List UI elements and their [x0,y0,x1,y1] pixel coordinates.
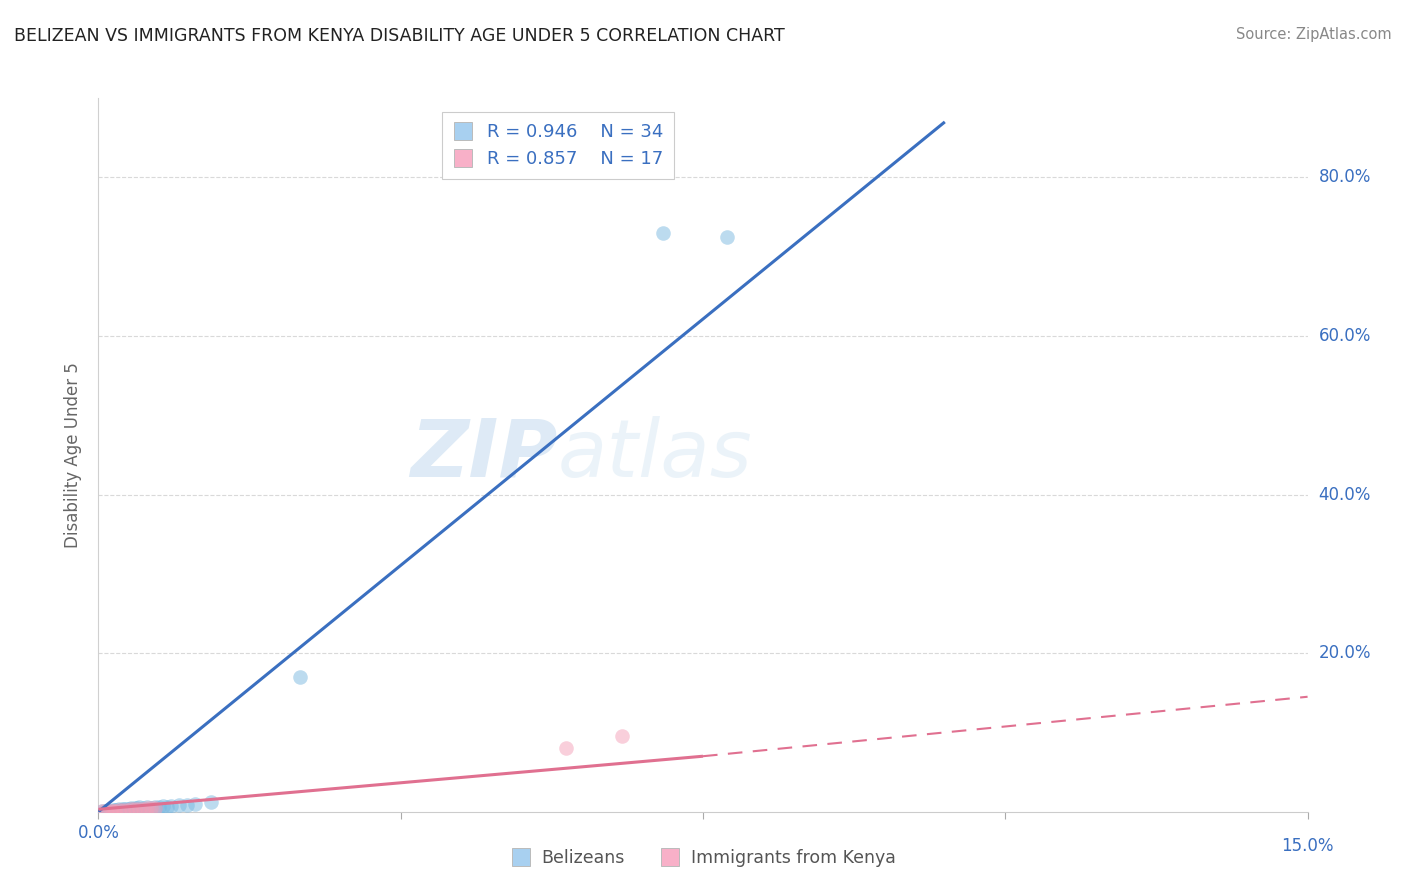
Text: BELIZEAN VS IMMIGRANTS FROM KENYA DISABILITY AGE UNDER 5 CORRELATION CHART: BELIZEAN VS IMMIGRANTS FROM KENYA DISABI… [14,27,785,45]
Point [101,804,124,818]
Point [132,801,155,815]
Point [127,801,149,815]
Legend: Belizeans, Immigrants from Kenya: Belizeans, Immigrants from Kenya [503,843,903,874]
Point [111,802,134,816]
Point [100,804,122,818]
Point [184,797,207,811]
Point [139,801,162,815]
Point [107,802,129,816]
Point [135,800,157,814]
Point [160,798,183,813]
Point [124,802,146,816]
Point [94,805,117,819]
Point [103,803,125,817]
Point [110,803,132,817]
Point [118,802,141,816]
Text: atlas: atlas [558,416,752,494]
Point [152,799,174,814]
Point [100,804,122,818]
Text: 15.0%: 15.0% [1281,837,1334,855]
Point [91,805,114,819]
Point [124,801,146,815]
Point [115,803,138,817]
Point [120,801,142,815]
Text: 60.0%: 60.0% [1319,327,1371,345]
Point [143,801,166,815]
Point [96,804,118,818]
Point [143,799,166,814]
Point [200,795,222,809]
Point [139,800,162,814]
Point [148,800,170,814]
Point [128,800,150,814]
Point [288,670,311,684]
Point [103,804,125,818]
Text: Source: ZipAtlas.com: Source: ZipAtlas.com [1236,27,1392,42]
Point [167,797,190,812]
Text: 80.0%: 80.0% [1319,169,1371,186]
Legend: R = 0.946    N = 34, R = 0.857    N = 17: R = 0.946 N = 34, R = 0.857 N = 17 [441,112,673,179]
Point [135,801,157,815]
Text: 40.0%: 40.0% [1319,485,1371,504]
Y-axis label: Disability Age Under 5: Disability Age Under 5 [65,362,83,548]
Point [107,803,129,817]
Point [651,226,673,240]
Text: 20.0%: 20.0% [1319,644,1371,662]
Point [132,802,155,816]
Point [97,804,120,818]
Point [105,803,128,817]
Point [111,803,134,817]
Text: ZIP: ZIP [411,416,558,494]
Point [115,801,138,815]
Point [128,802,150,816]
Point [120,803,142,817]
Point [101,803,124,817]
Point [112,803,135,817]
Point [121,802,143,816]
Point [716,230,738,244]
Point [91,804,114,818]
Point [176,797,198,812]
Point [612,730,634,744]
Point [96,804,118,818]
Point [156,799,179,814]
Point [555,741,578,756]
